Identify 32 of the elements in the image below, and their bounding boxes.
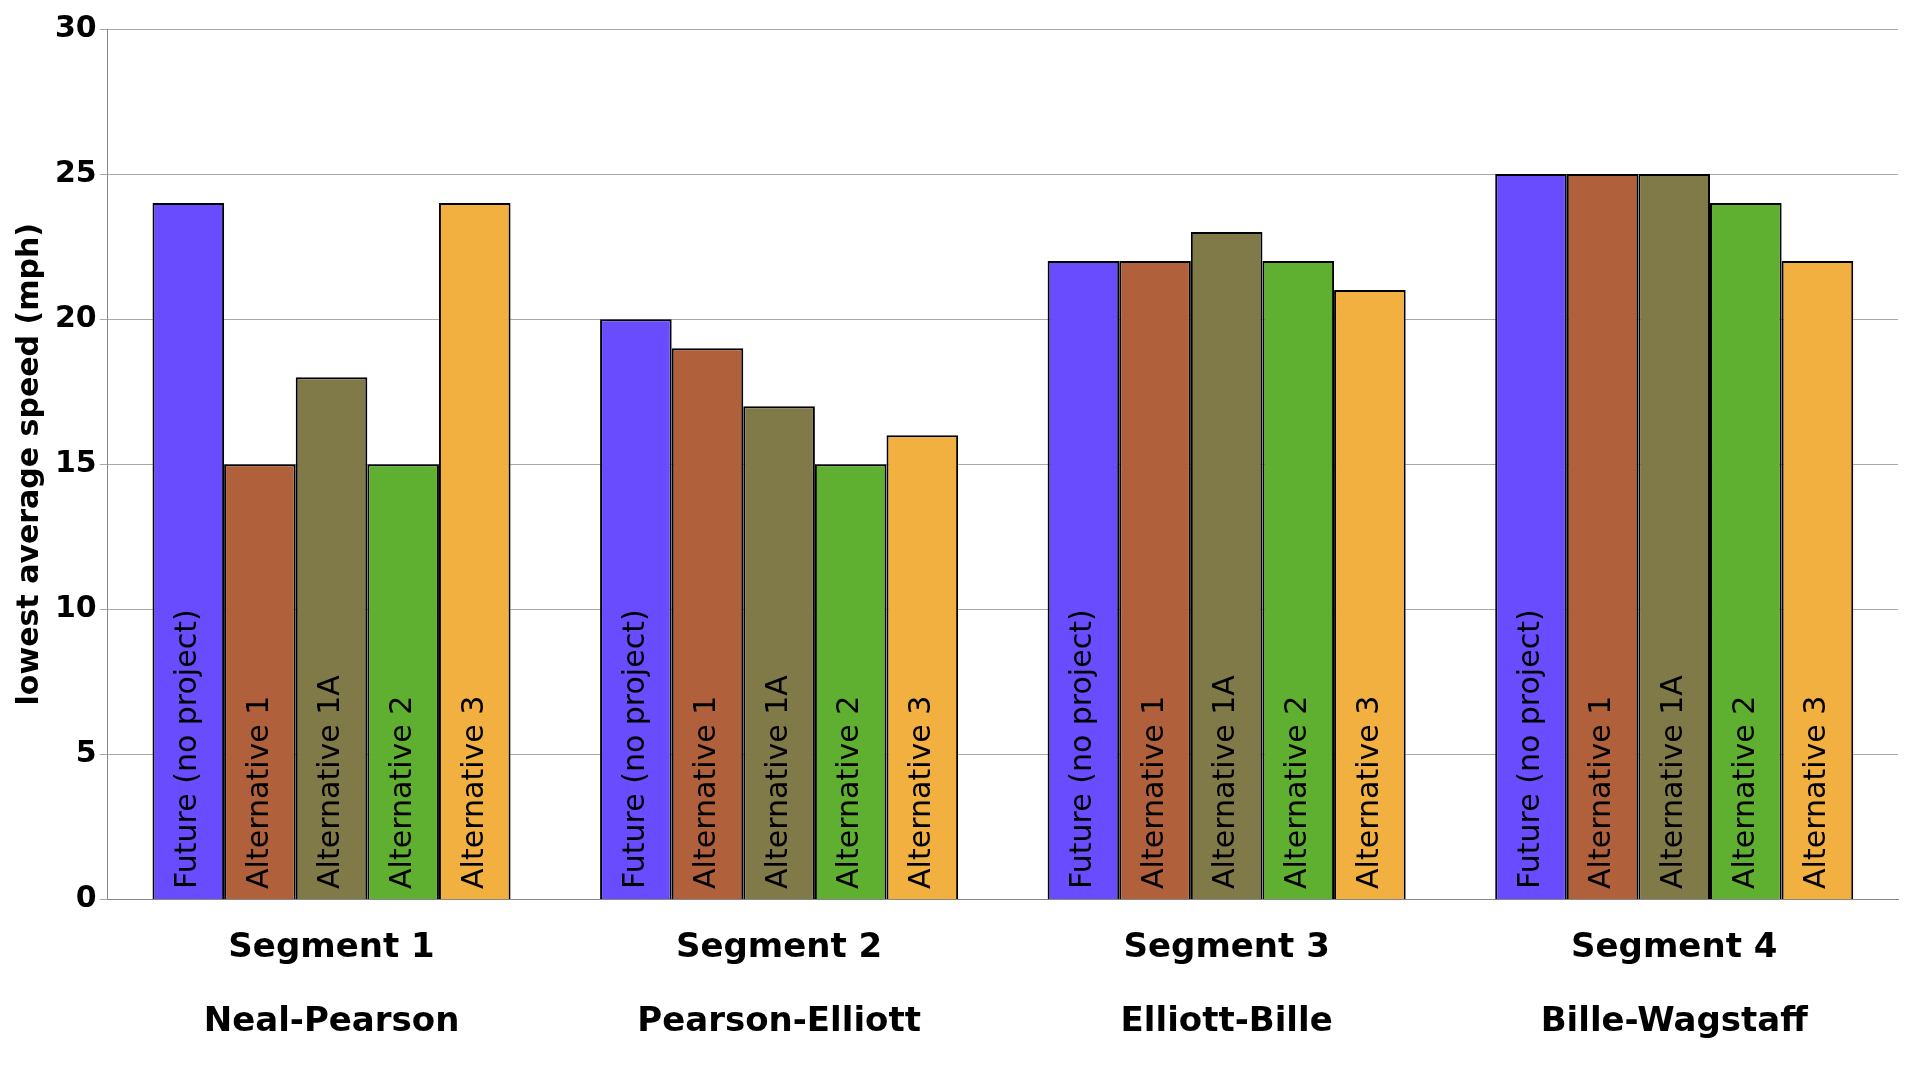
- text: Future (no project): [1510, 609, 1546, 889]
- text: Alternative 1A: [1654, 675, 1690, 889]
- series-label: Alternative 2: [382, 695, 418, 889]
- y-axis-title: lowest average speed (mph): [9, 222, 45, 706]
- y-tick-label: 20: [55, 298, 97, 334]
- y-tick-label: 5: [75, 734, 97, 770]
- text: Alternative 3: [1349, 695, 1385, 889]
- text: Alternative 1: [1582, 695, 1618, 889]
- text: Alternative 2: [830, 695, 866, 889]
- text: Alternative 1A: [1206, 675, 1242, 889]
- text: Alternative 3: [1797, 695, 1833, 889]
- x-tick-label: Segment 2 Pearson-Elliott: [637, 924, 921, 1040]
- text: Alternative 1A: [758, 675, 794, 889]
- text: Alternative 3: [902, 695, 938, 889]
- series-label: Future (no project): [168, 609, 204, 889]
- y-tick-label: 0: [75, 879, 97, 915]
- series-label: Alternative 1A: [311, 674, 347, 889]
- x-tick-label: Segment 1 Neal-Pearson: [203, 924, 460, 1040]
- x-tick-label: Segment 3 Elliott-Bille: [1120, 924, 1333, 1040]
- y-tick-label: 30: [55, 8, 97, 44]
- text: Alternative 1: [687, 695, 723, 889]
- text: Alternative 2: [1725, 695, 1761, 889]
- x-tick-label: Segment 4 Bille-Wagstaff: [1540, 924, 1809, 1040]
- text: Alternative 1: [1134, 695, 1170, 889]
- text: Future (no project): [615, 609, 651, 889]
- y-tick-label: 15: [55, 444, 97, 479]
- series-label: Alternative 3: [454, 695, 490, 889]
- text: Alternative 2: [1278, 695, 1314, 889]
- series-label: Alternative 1: [239, 695, 275, 889]
- y-tick-label: 10: [55, 589, 97, 625]
- text: Future (no project): [1063, 609, 1099, 889]
- y-tick-label: 25: [55, 153, 97, 189]
